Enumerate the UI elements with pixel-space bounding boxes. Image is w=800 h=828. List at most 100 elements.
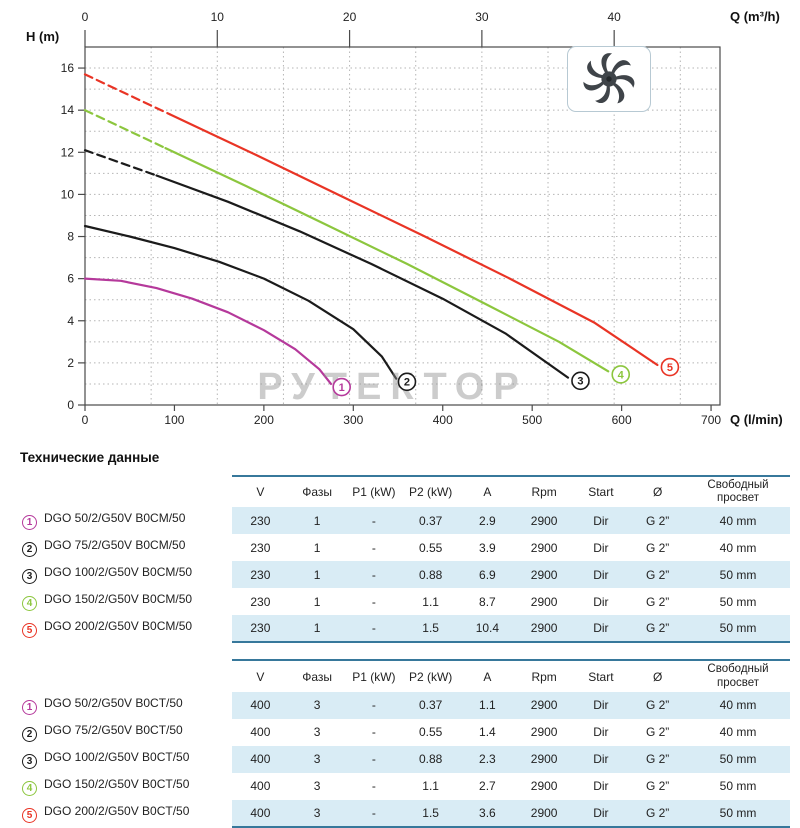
table-corner-cell bbox=[20, 660, 232, 692]
table-row: 1 DGO 50/2/G50V B0CT/50 400 3-0.37 1.1 2900 Di… bbox=[20, 691, 790, 719]
table-cell: 1.1 bbox=[422, 779, 439, 794]
table-cell: 2900 bbox=[515, 799, 573, 828]
curve-number-badge: 1 bbox=[22, 699, 37, 715]
table-cell: 0.55 bbox=[418, 540, 443, 555]
spec-table-three-phase: V Фазы P1 (kW) P2 (kW) A Rpm Start Ø Свободный п… bbox=[20, 659, 790, 828]
table-cell: 230 bbox=[232, 507, 289, 535]
svg-text:0: 0 bbox=[82, 413, 89, 427]
table-cell: 0.88 bbox=[402, 561, 459, 589]
table-cell: 400 bbox=[232, 745, 289, 773]
table-cell: Dir bbox=[593, 779, 609, 794]
table-cell: G 2” bbox=[645, 540, 670, 555]
svg-text:6: 6 bbox=[67, 272, 74, 286]
table-cell: Dir bbox=[593, 540, 609, 555]
svg-text:12: 12 bbox=[61, 145, 75, 159]
table-cell: Dir bbox=[572, 615, 630, 644]
model-name: DGO 75/2/G50V B0CM/50 bbox=[44, 538, 186, 553]
svg-text:8: 8 bbox=[67, 230, 74, 244]
column-header: Ø bbox=[629, 659, 686, 692]
table-cell: G 2” bbox=[629, 507, 686, 535]
table-cell: 40 mm bbox=[686, 691, 790, 719]
model-cell: 3 DGO 100/2/G50V B0CT/50 bbox=[20, 746, 232, 773]
table-row: 5 DGO 200/2/G50V B0CM/50 230 1-1.5 10.4 2900 D… bbox=[20, 615, 790, 644]
svg-text:2: 2 bbox=[404, 377, 410, 389]
curve-label-1: 1 bbox=[332, 377, 351, 397]
table-cell: - bbox=[345, 745, 403, 773]
table-cell: G 2” bbox=[629, 561, 686, 589]
table-cell: 1.5 bbox=[402, 615, 459, 644]
table-cell: 1 bbox=[313, 540, 321, 555]
table-row: 3 DGO 100/2/G50V B0CT/50 400 3-0.88 2.3 2900 D… bbox=[20, 745, 790, 773]
column-header: Start bbox=[572, 474, 630, 508]
table-cell: Dir bbox=[572, 799, 630, 828]
table-cell: - bbox=[345, 691, 403, 719]
column-header: P1 (kW) bbox=[345, 659, 403, 692]
model-name: DGO 75/2/G50V B0CT/50 bbox=[44, 722, 183, 737]
table-cell: 50 mm bbox=[686, 615, 790, 644]
model-name: DGO 50/2/G50V B0CT/50 bbox=[44, 695, 183, 710]
table-cell: - bbox=[345, 561, 403, 589]
table-cell: 2.7 bbox=[479, 779, 496, 794]
table-row: 4 DGO 150/2/G50V B0CM/50 230 1 - 1.1 8.7 2900 Di… bbox=[20, 588, 790, 615]
curve-number-badge: 1 bbox=[22, 515, 37, 531]
curve-number-badge: 2 bbox=[22, 726, 37, 742]
column-header: Rpm bbox=[515, 659, 573, 692]
table-row: 2 DGO 75/2/G50V B0CM/50 230 1 - 0.55 3.9 2900 Di… bbox=[20, 534, 790, 561]
table-cell: 40 mm bbox=[686, 507, 790, 535]
table-cell: G 2” bbox=[629, 691, 686, 719]
svg-text:100: 100 bbox=[164, 413, 184, 427]
curve-number-badge: 3 bbox=[22, 753, 37, 769]
curve-label-4: 4 bbox=[611, 365, 631, 384]
table-cell: 3 bbox=[288, 799, 346, 828]
svg-text:3: 3 bbox=[577, 376, 583, 388]
table-row: 3 DGO 100/2/G50V B0CM/50 230 1-0.88 6.9 2900 D… bbox=[20, 561, 790, 589]
svg-text:5: 5 bbox=[667, 362, 673, 374]
table-cell: 400 bbox=[250, 725, 271, 740]
table-cell: G 2” bbox=[629, 615, 686, 644]
column-header: A bbox=[459, 659, 516, 692]
column-header: Фазы bbox=[288, 659, 346, 692]
svg-text:700: 700 bbox=[701, 413, 721, 427]
table-cell: - bbox=[371, 540, 376, 555]
column-header: Rpm bbox=[515, 474, 573, 508]
table-cell: 3 bbox=[288, 691, 346, 719]
column-header: P2 (kW) bbox=[402, 659, 459, 692]
table-cell: 400 bbox=[250, 779, 271, 794]
svg-text:400: 400 bbox=[433, 413, 453, 427]
table-cell: Dir bbox=[593, 725, 609, 740]
table-cell: - bbox=[345, 615, 403, 644]
model-cell: 4 DGO 150/2/G50V B0CM/50 bbox=[20, 588, 232, 615]
table-cell: 50 mm bbox=[686, 799, 790, 828]
table-cell: 230 bbox=[232, 615, 289, 644]
table-cell: 50 mm bbox=[686, 561, 790, 589]
table-cell: Dir bbox=[593, 594, 609, 609]
table-cell: 50 mm bbox=[686, 745, 790, 773]
table-cell: 40 mm bbox=[719, 540, 757, 555]
model-name: DGO 100/2/G50V B0CM/50 bbox=[44, 565, 193, 580]
table-cell: 3 bbox=[313, 725, 321, 740]
curve-5 bbox=[83, 73, 659, 367]
column-header: V bbox=[232, 659, 289, 692]
model-name: DGO 200/2/G50V B0CM/50 bbox=[44, 619, 193, 634]
table-header-row: V Фазы P1 (kW) P2 (kW) A Rpm Start Ø Свободный п… bbox=[20, 474, 790, 508]
table-cell: 2900 bbox=[530, 594, 558, 609]
axis-ticks bbox=[78, 30, 712, 411]
table-row: 5 DGO 200/2/G50V B0CT/50 400 3-1.5 3.6 2900 Di… bbox=[20, 799, 790, 828]
model-cell: 5 DGO 200/2/G50V B0CT/50 bbox=[20, 800, 232, 827]
table-cell: 230 bbox=[250, 540, 271, 555]
svg-text:16: 16 bbox=[61, 61, 75, 75]
curve-4 bbox=[83, 109, 610, 373]
curve-number-badge: 3 bbox=[22, 569, 37, 585]
table-cell: 3.6 bbox=[459, 799, 516, 828]
table-cell: 3.9 bbox=[479, 540, 496, 555]
table-cell: 50 mm bbox=[719, 594, 757, 609]
model-cell: 5 DGO 200/2/G50V B0CM/50 bbox=[20, 615, 232, 642]
table-cell: 0.37 bbox=[402, 507, 459, 535]
model-name: DGO 150/2/G50V B0CT/50 bbox=[44, 776, 190, 791]
svg-text:500: 500 bbox=[522, 413, 542, 427]
model-name: DGO 50/2/G50V B0CM/50 bbox=[44, 511, 186, 526]
curve-label-5: 5 bbox=[660, 357, 680, 377]
table-row: 1 DGO 50/2/G50V B0CM/50 230 1-0.37 2.9 2900 Di… bbox=[20, 507, 790, 535]
table-cell: 1 bbox=[288, 615, 346, 644]
